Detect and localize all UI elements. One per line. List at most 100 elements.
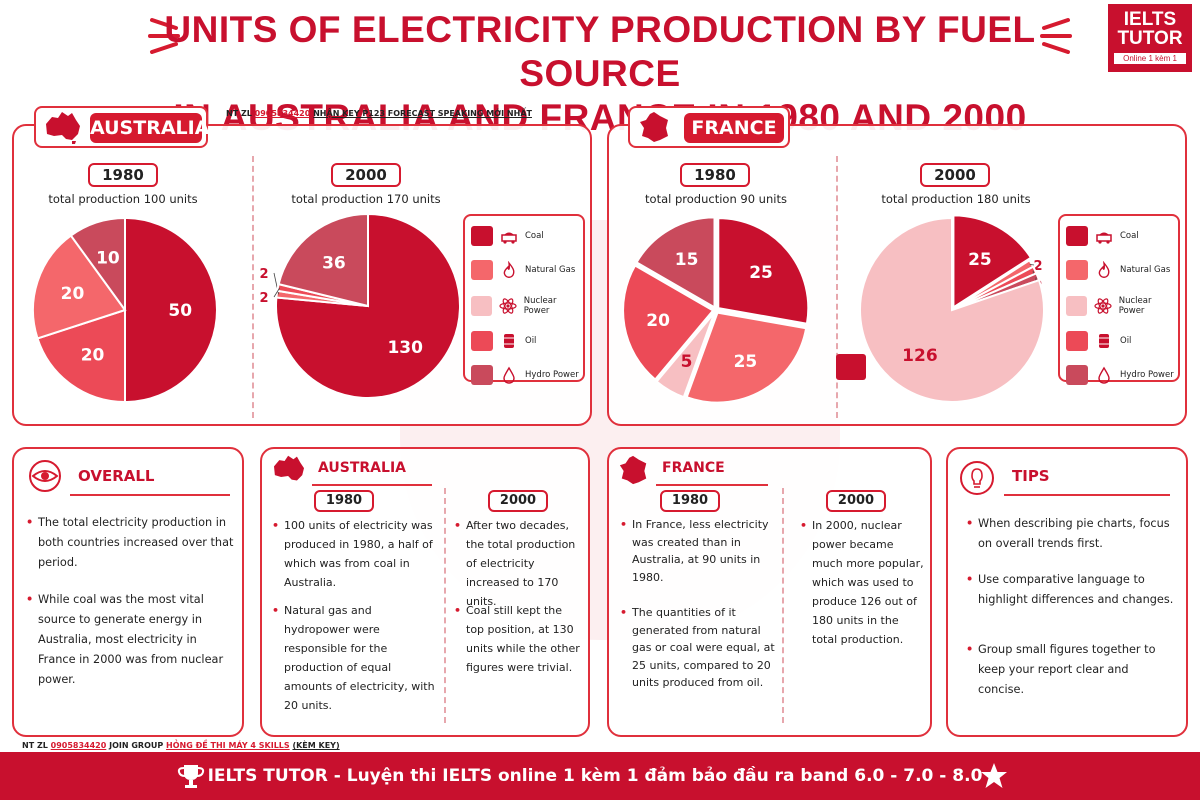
pie-slice-coal xyxy=(717,217,810,325)
fra-1980-total: total production 90 units xyxy=(645,192,787,206)
legend-gas: Natural Gas xyxy=(1066,260,1170,280)
pie-label-oil: 2 xyxy=(259,291,268,306)
legend-hydro-label: Hydro Power xyxy=(1120,370,1174,380)
legend-hydro: Hydro Power xyxy=(1066,365,1174,385)
legend-coal-label: Coal xyxy=(525,231,544,241)
pie-label-coal: 130 xyxy=(387,338,423,358)
atom-icon xyxy=(498,297,517,315)
pie-label-gas: 2 xyxy=(259,267,268,282)
france-map-icon xyxy=(640,112,668,142)
legend-oil-label: Oil xyxy=(1120,336,1132,346)
bottom-note-end: (KÈM KEY) xyxy=(292,741,340,750)
star-icon xyxy=(981,763,1007,788)
bottom-note-phone-link[interactable]: 0905834420 xyxy=(50,741,107,750)
footer-text: IELTS TUTOR - Luyện thi IELTS online 1 k… xyxy=(207,766,983,786)
pie-slice-coal xyxy=(275,212,460,399)
note-phone-link[interactable]: 0905834420 xyxy=(254,109,311,118)
lightbulb-icon xyxy=(960,461,994,495)
fra-2000-pie: 25222126 xyxy=(859,214,1045,403)
legend-oil: Oil xyxy=(1066,331,1131,351)
legend-nuclear: Nuclear Power xyxy=(471,296,583,316)
pie-label-coal: 50 xyxy=(168,301,192,321)
logo-text-3: Online 1 kèm 1 xyxy=(1114,53,1186,64)
overall-underline xyxy=(70,494,230,496)
bottom-note[interactable]: NT ZL 0905834420 JOIN GROUP HỎNG ĐỀ THI … xyxy=(22,741,340,750)
fra-card-1980: 1980 xyxy=(660,490,720,512)
france-label: FRANCE xyxy=(684,113,784,143)
pie-slice-coal xyxy=(124,216,218,404)
bottom-note-mid: JOIN GROUP xyxy=(109,741,164,750)
tips-bullet-2: Use comparative language to highlight di… xyxy=(966,570,1174,610)
australia-card-underline xyxy=(312,484,432,486)
nuclear-swatch xyxy=(471,296,493,316)
barrel-icon xyxy=(1094,332,1114,350)
legend-coal-label: Coal xyxy=(1120,231,1139,241)
aus-2000-year: 2000 xyxy=(331,163,401,187)
legend-nuclear-label: Nuclear Power xyxy=(1118,296,1152,316)
legend-gas-label: Natural Gas xyxy=(525,265,576,275)
bottom-note-link[interactable]: HỎNG ĐỀ THI MÁY 4 SKILLS xyxy=(166,741,290,750)
pie-slice-coal xyxy=(952,214,1033,310)
aus-1980-bullet-1: 100 units of electricity was produced in… xyxy=(272,516,436,592)
tips-underline xyxy=(1004,494,1170,496)
australia-legend: Coal Natural Gas Nuclear Power Oil Hydro… xyxy=(463,214,585,385)
title-spark-right xyxy=(1040,18,1072,54)
note-prefix: NT ZL xyxy=(226,109,252,118)
aus-2000-bullet-2: Coal still kept the top position, at 130… xyxy=(454,601,582,677)
pie-slice-gas xyxy=(32,234,127,340)
logo-text-1: IELTS xyxy=(1123,9,1177,30)
france-card-divider xyxy=(782,488,784,723)
legend-hydro-label: Hydro Power xyxy=(525,370,579,380)
logo-text-2: TUTOR xyxy=(1117,28,1183,49)
legend-oil: Oil xyxy=(471,331,536,351)
pie-label-nuclear: 126 xyxy=(902,346,938,366)
aus-2000-bullet-1: After two decades, the total production … xyxy=(454,516,582,611)
aus-2000-total: total production 170 units xyxy=(291,192,441,206)
legend-nuclear-label: Nuclear Power xyxy=(523,296,557,316)
page-title: UNITS OF ELECTRICITY PRODUCTION BY FUEL … xyxy=(160,8,1040,140)
top-note[interactable]: NT ZL 0905834420 NHẬN KEY P123 FORECAST … xyxy=(226,109,532,118)
pie-label-hydro: 15 xyxy=(675,250,699,270)
aus-card-1980: 1980 xyxy=(314,490,374,512)
overall-bullet-1: The total electricity production in both… xyxy=(26,513,234,573)
france-card-heading: FRANCE xyxy=(662,460,725,476)
oil-swatch xyxy=(1066,331,1088,351)
water-drop-icon xyxy=(499,366,519,384)
footer-banner: IELTS TUTOR - Luyện thi IELTS online 1 k… xyxy=(0,752,1200,800)
bottom-note-prefix: NT ZL xyxy=(22,741,48,750)
pie-label-coal: 25 xyxy=(749,263,773,283)
coal-swatch xyxy=(471,226,493,246)
aus-1980-pie: 50 20 20 10 xyxy=(32,216,218,404)
gas-swatch xyxy=(471,260,493,280)
pie-label-hydro: 36 xyxy=(322,254,346,274)
pie-label-gas: 2 xyxy=(1033,259,1042,274)
atom-icon xyxy=(1093,297,1112,315)
coal-swatch xyxy=(1066,226,1088,246)
legend-nuclear: Nuclear Power xyxy=(1066,296,1178,316)
pie-label-gas: 25 xyxy=(734,352,758,372)
legend-coal: Coal xyxy=(471,226,544,246)
pie-slice-hydro xyxy=(277,212,369,308)
pie-label-coal: 25 xyxy=(968,250,992,270)
pie-slice-oil xyxy=(622,264,715,381)
pie-label-oil: 20 xyxy=(646,311,670,331)
note-link[interactable]: NHẬN KEY P123 FORECAST SPEAKING MỚI NHẤT xyxy=(313,109,532,118)
legend-coal: Coal xyxy=(1066,226,1139,246)
pie-slice-gas xyxy=(685,311,808,404)
fra-card-2000: 2000 xyxy=(826,490,886,512)
aus-1980-year: 1980 xyxy=(88,163,158,187)
pie-slice-nuclear xyxy=(859,216,1045,403)
legend-gas: Natural Gas xyxy=(471,260,575,280)
australia-divider xyxy=(252,156,254,418)
tips-bullet-3: Group small figures together to keep you… xyxy=(966,640,1174,700)
legend-oil-label: Oil xyxy=(525,336,537,346)
australia-card-heading: AUSTRALIA xyxy=(318,460,406,476)
pie-label-gas: 20 xyxy=(61,284,85,304)
gas-swatch xyxy=(1066,260,1088,280)
legend-gas-label: Natural Gas xyxy=(1120,265,1171,275)
tips-heading: TIPS xyxy=(1012,467,1050,485)
fra-1980-pie: 25 25 5 20 15 xyxy=(622,216,810,404)
pie-slice-nuclear xyxy=(655,311,716,399)
ielts-tutor-logo: IELTS TUTOR Online 1 kèm 1 xyxy=(1108,4,1192,72)
aus-1980-bullet-2: Natural gas and hydropower were responsi… xyxy=(272,601,436,715)
